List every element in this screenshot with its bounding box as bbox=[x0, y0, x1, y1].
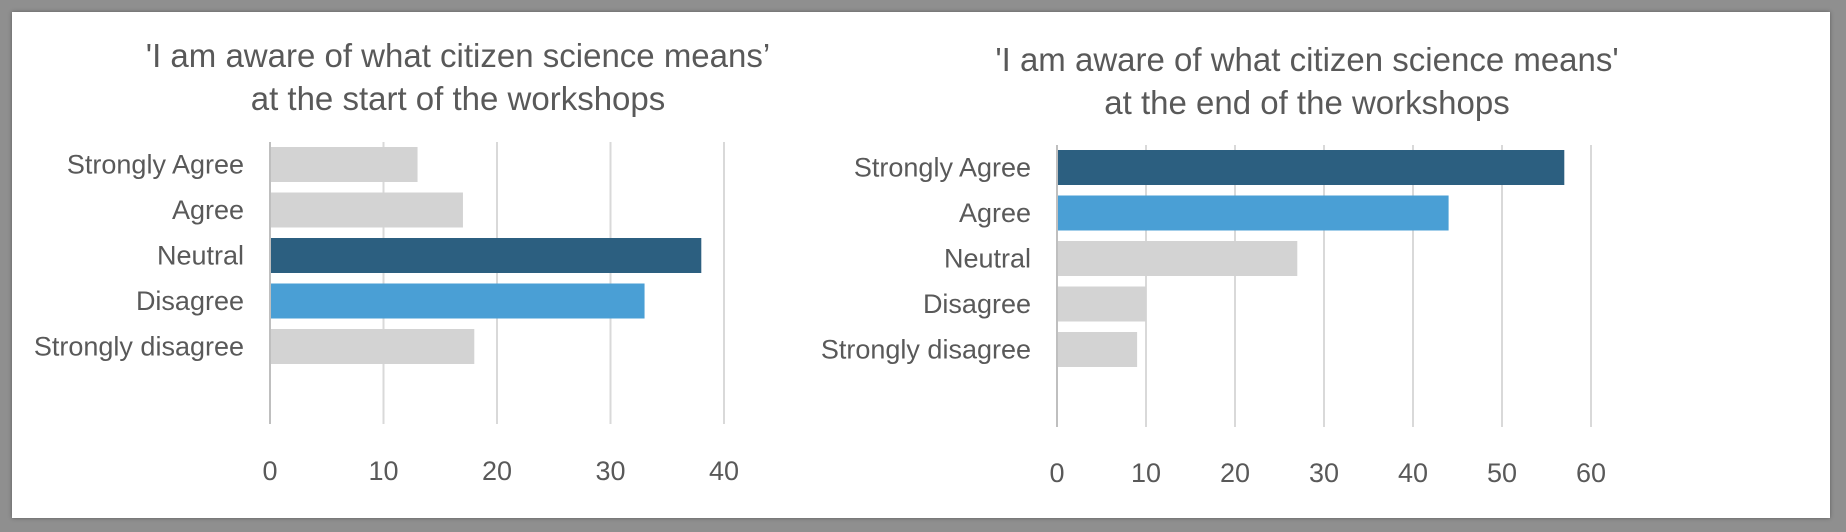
category-label: Agree bbox=[172, 195, 244, 225]
bar-neutral bbox=[1057, 241, 1298, 276]
x-tick-label: 60 bbox=[1576, 458, 1606, 488]
figure-panel: 'I am aware of what citizen science mean… bbox=[12, 12, 1830, 518]
bar-agree bbox=[270, 192, 463, 228]
x-tick-label: 40 bbox=[709, 456, 739, 486]
bar-strongly-disagree bbox=[270, 329, 475, 364]
category-label: Disagree bbox=[923, 289, 1031, 319]
x-tick-label: 30 bbox=[1309, 458, 1339, 488]
bar-disagree bbox=[1057, 286, 1146, 322]
category-label: Disagree bbox=[136, 286, 244, 316]
category-label: Strongly Agree bbox=[67, 150, 244, 180]
bar-agree bbox=[1057, 195, 1449, 231]
x-tick-label: 0 bbox=[1049, 458, 1064, 488]
x-tick-label: 0 bbox=[262, 456, 277, 486]
chart-title: 'I am aware of what citizen science mean… bbox=[145, 37, 771, 117]
bar-chart-svg: Strongly Agree Agree Neutral Disagree Strong… bbox=[821, 145, 1606, 488]
bar-strongly-agree bbox=[1057, 150, 1565, 185]
x-tick-label: 10 bbox=[1131, 458, 1161, 488]
bar-strongly-agree bbox=[270, 147, 418, 182]
category-label: Strongly disagree bbox=[34, 332, 244, 362]
category-label: Strongly Agree bbox=[854, 153, 1031, 183]
x-tick-label: 20 bbox=[1220, 458, 1250, 488]
chart-title: 'I am aware of what citizen science mean… bbox=[995, 41, 1619, 121]
bar-chart-svg: Strongly Agree Agree Neutral Disagree Strong… bbox=[34, 142, 739, 486]
chart-start-of-workshops: 'I am aware of what citizen science mean… bbox=[12, 12, 912, 518]
category-label: Neutral bbox=[157, 241, 244, 271]
chart-end-of-workshops: 'I am aware of what citizen science mean… bbox=[821, 12, 1830, 518]
x-tick-label: 30 bbox=[595, 456, 625, 486]
bar-neutral bbox=[270, 238, 702, 273]
category-label: Neutral bbox=[944, 244, 1031, 274]
x-tick-label: 50 bbox=[1487, 458, 1517, 488]
bar-disagree bbox=[270, 283, 645, 319]
category-label: Strongly disagree bbox=[821, 335, 1031, 365]
bar-strongly-disagree bbox=[1057, 332, 1138, 367]
category-label: Agree bbox=[959, 198, 1031, 228]
x-tick-label: 20 bbox=[482, 456, 512, 486]
x-tick-label: 10 bbox=[368, 456, 398, 486]
x-tick-label: 40 bbox=[1398, 458, 1428, 488]
